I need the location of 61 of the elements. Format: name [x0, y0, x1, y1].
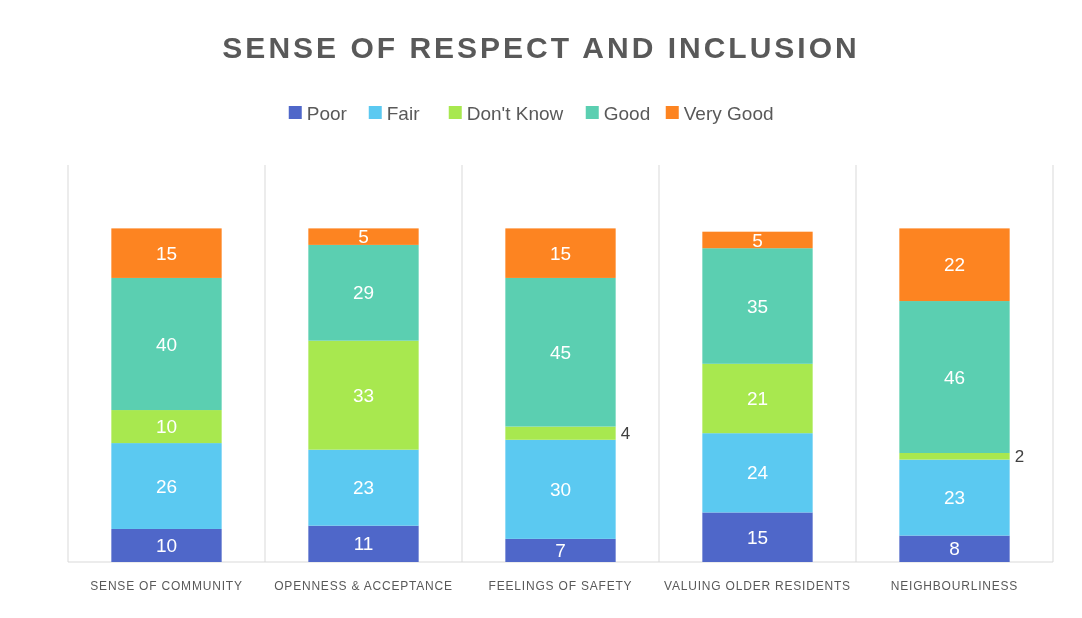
bar — [899, 459, 1010, 536]
bar — [111, 277, 222, 411]
legend-label: Don't Know — [466, 102, 564, 124]
bar — [702, 433, 813, 513]
data-label: 5 — [358, 226, 369, 248]
data-label: 15 — [746, 526, 769, 548]
bar — [702, 248, 813, 364]
data-label: 21 — [746, 388, 769, 410]
data-label: 8 — [949, 538, 960, 560]
data-label: 35 — [746, 295, 769, 317]
bar — [308, 449, 419, 526]
data-label: 22 — [943, 254, 966, 276]
bar — [702, 512, 813, 562]
bar — [702, 231, 813, 249]
legend-label: Poor — [306, 102, 348, 124]
x-tick-label: FEELINGS OF SAFETY — [488, 579, 633, 593]
bar — [505, 228, 616, 278]
data-label: 24 — [746, 462, 769, 484]
data-label: 46 — [943, 366, 966, 388]
bar — [111, 410, 222, 444]
data-label: 10 — [155, 535, 178, 557]
bar — [308, 244, 419, 341]
x-tick-label: NEIGHBOURLINESS — [890, 579, 1019, 593]
bar — [899, 301, 1010, 453]
x-tick-label: OPENNESS & ACCEPTANCE — [274, 579, 453, 593]
data-label: 23 — [352, 477, 375, 499]
data-label: 11 — [353, 533, 374, 555]
data-label: 15 — [549, 242, 572, 264]
legend-label: Good — [603, 102, 651, 124]
bar — [111, 528, 222, 562]
bar — [505, 426, 616, 440]
data-label: 10 — [155, 416, 178, 438]
bar — [111, 443, 222, 529]
data-label: 30 — [549, 478, 572, 500]
bar — [899, 535, 1010, 562]
bar — [899, 453, 1010, 460]
chart-title: SENSE OF RESPECT AND INCLUSION — [222, 31, 860, 64]
bar — [308, 228, 419, 245]
bar — [505, 439, 616, 539]
data-label: 7 — [555, 540, 566, 562]
data-label: 40 — [155, 333, 178, 355]
legend-label: Fair — [386, 102, 421, 124]
data-label: 5 — [752, 229, 763, 251]
data-label: 29 — [352, 282, 375, 304]
data-label: 45 — [549, 341, 572, 363]
x-tick-label: SENSE OF COMMUNITY — [90, 579, 243, 593]
data-label: 4 — [620, 424, 631, 444]
bar — [702, 363, 813, 434]
data-label: 2 — [1014, 447, 1025, 467]
bar — [308, 340, 419, 450]
data-label: 26 — [155, 475, 178, 497]
bar — [899, 228, 1010, 302]
bar — [111, 228, 222, 278]
data-label: 23 — [943, 487, 966, 509]
bar — [308, 525, 419, 562]
data-label: 15 — [155, 242, 178, 264]
legend-label: Very Good — [683, 102, 774, 124]
data-label: 33 — [352, 384, 375, 406]
x-tick-label: VALUING OLDER RESIDENTS — [664, 579, 851, 593]
bar — [505, 538, 616, 562]
bar — [505, 277, 616, 427]
